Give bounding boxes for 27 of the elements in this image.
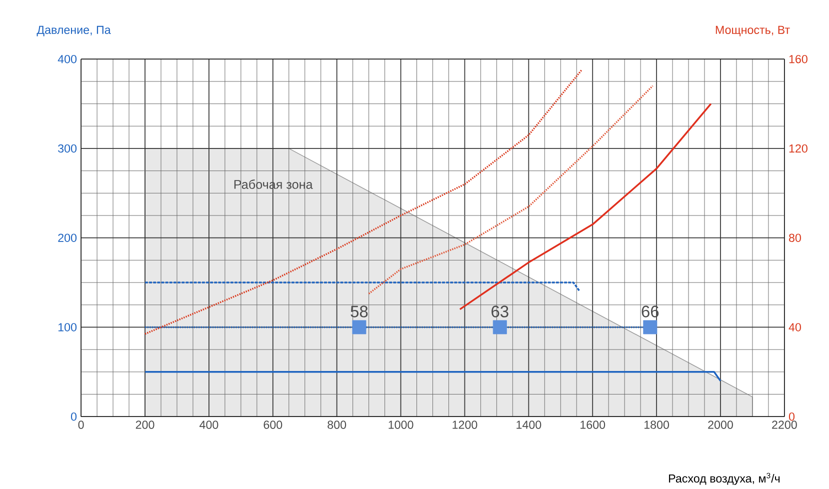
x-tick-label: 1400: [516, 420, 542, 429]
y-tick-label: 100: [58, 322, 77, 332]
x-tick-label: 2200: [772, 420, 797, 429]
line-series: [144, 69, 582, 335]
x-tick-label: 400: [200, 420, 218, 429]
y2-tick-label: 0: [788, 412, 795, 421]
x-tick-label: 800: [328, 420, 346, 429]
y-tick-label: 200: [58, 234, 77, 242]
x-tick-label: 600: [264, 420, 282, 429]
y-tick-label: 400: [58, 54, 77, 64]
y-axis-title: Давление, Па: [36, 26, 111, 36]
y2-tick-label: 80: [789, 234, 801, 242]
y2-tick-label: 40: [788, 322, 801, 332]
y-tick-label: 0: [70, 412, 77, 421]
x-tick-label: 1200: [452, 420, 478, 429]
y2-tick-label: 120: [789, 144, 808, 152]
x-tick-label: 1800: [644, 420, 670, 429]
x-tick-label: 1600: [580, 420, 606, 429]
x-tick-label: 2000: [708, 420, 733, 429]
x-tick-label: 1000: [388, 420, 414, 429]
line-series: [368, 84, 654, 294]
x-tick-label: 200: [136, 420, 154, 429]
y2-tick-label: 160: [789, 54, 808, 64]
y2-axis-title: Мощность, Вт: [716, 26, 790, 36]
y-tick-label: 300: [58, 144, 77, 152]
x-tick-label: 0: [78, 420, 84, 429]
x-axis-title: Расход воздуха, м$^{3}$/ч: [669, 472, 780, 485]
